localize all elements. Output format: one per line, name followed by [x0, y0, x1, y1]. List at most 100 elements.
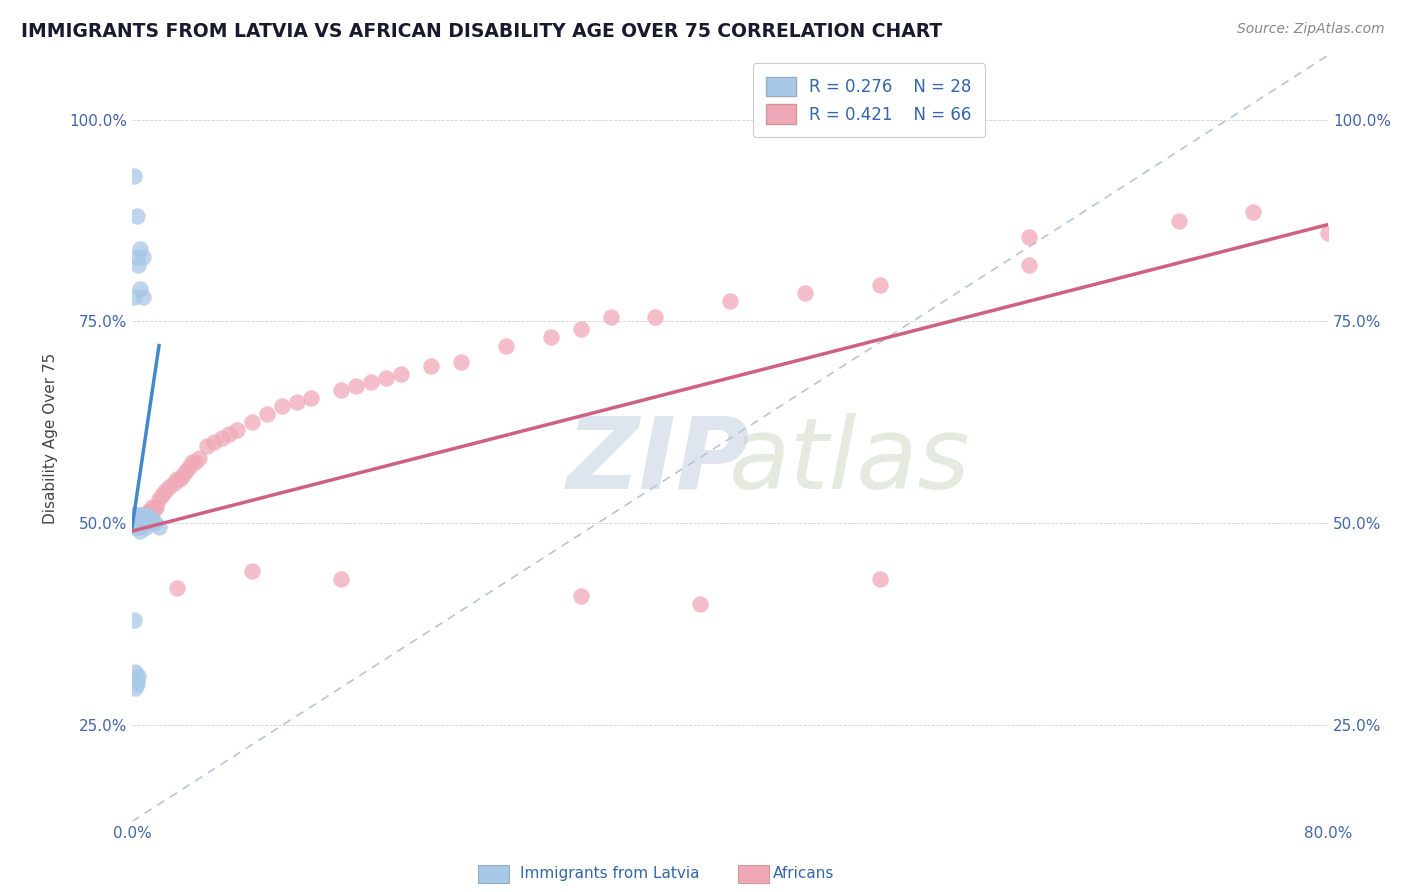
Point — [225, 423, 247, 437]
Point — [131, 512, 153, 526]
Point — [172, 467, 194, 482]
Point — [129, 512, 152, 526]
Point — [180, 455, 202, 469]
Point — [1018, 258, 1040, 272]
Point — [540, 330, 562, 344]
Point — [139, 504, 162, 518]
Text: Source: ZipAtlas.com: Source: ZipAtlas.com — [1237, 22, 1385, 37]
Point — [128, 512, 150, 526]
Point — [240, 415, 263, 429]
Point — [128, 282, 150, 296]
Point — [125, 520, 148, 534]
Point — [122, 290, 145, 304]
Text: atlas: atlas — [728, 413, 970, 510]
Point — [718, 294, 741, 309]
Point — [869, 278, 891, 293]
Point — [389, 367, 412, 381]
Point — [129, 512, 152, 526]
Point — [132, 512, 155, 526]
Point — [177, 459, 200, 474]
Point — [188, 451, 211, 466]
Point — [135, 512, 157, 526]
Point — [202, 435, 225, 450]
Point — [138, 504, 160, 518]
Point — [122, 169, 145, 183]
Point — [793, 286, 815, 301]
Point — [211, 431, 233, 445]
Point — [125, 508, 148, 522]
Point — [127, 516, 149, 530]
Point — [143, 500, 166, 514]
Point — [124, 665, 146, 680]
Point — [148, 520, 170, 534]
Point — [135, 520, 157, 534]
Point — [131, 250, 153, 264]
Point — [127, 516, 149, 530]
Point — [141, 500, 163, 514]
Point — [127, 512, 149, 526]
Point — [131, 512, 153, 526]
Point — [125, 516, 148, 530]
Point — [375, 371, 398, 385]
Point — [122, 520, 145, 534]
Point — [240, 565, 263, 579]
Point — [124, 512, 146, 526]
Point — [184, 455, 207, 469]
Point — [569, 589, 592, 603]
Point — [169, 472, 191, 486]
Point — [330, 383, 353, 397]
Point — [131, 290, 153, 304]
Point — [148, 491, 170, 506]
Point — [125, 677, 148, 691]
Point — [139, 512, 162, 526]
Point — [599, 310, 621, 325]
Point — [344, 379, 367, 393]
Point — [644, 310, 666, 325]
Text: Immigrants from Latvia: Immigrants from Latvia — [520, 866, 700, 881]
Point — [136, 508, 159, 522]
Point — [330, 573, 353, 587]
Point — [166, 581, 188, 595]
Y-axis label: Disability Age Over 75: Disability Age Over 75 — [44, 352, 58, 524]
Point — [138, 516, 160, 530]
Point — [495, 338, 517, 352]
Point — [127, 516, 149, 530]
Point — [1018, 229, 1040, 244]
Point — [125, 673, 148, 688]
Point — [360, 375, 382, 389]
Point — [136, 512, 159, 526]
Point — [270, 399, 292, 413]
Point — [127, 258, 149, 272]
Point — [1317, 226, 1340, 240]
Point — [195, 439, 218, 453]
Point — [128, 524, 150, 538]
Point — [129, 508, 152, 522]
Point — [131, 516, 153, 530]
Point — [128, 242, 150, 256]
Point — [124, 681, 146, 696]
Point — [256, 407, 278, 421]
Point — [218, 427, 240, 442]
Point — [166, 472, 188, 486]
Point — [125, 508, 148, 522]
Point — [135, 512, 157, 526]
Point — [174, 464, 197, 478]
Point — [128, 512, 150, 526]
Point — [420, 359, 443, 373]
Text: Africans: Africans — [773, 866, 835, 881]
Point — [569, 322, 592, 336]
Point — [122, 508, 145, 522]
Point — [125, 250, 148, 264]
Point — [124, 516, 146, 530]
Point — [153, 483, 176, 498]
Point — [127, 520, 149, 534]
Point — [159, 480, 181, 494]
Legend: R = 0.276    N = 28, R = 0.421    N = 66: R = 0.276 N = 28, R = 0.421 N = 66 — [752, 63, 986, 137]
Point — [145, 500, 167, 514]
Point — [125, 512, 148, 526]
Point — [450, 354, 472, 368]
Point — [128, 512, 150, 526]
Point — [1167, 213, 1189, 227]
Point — [128, 516, 150, 530]
Point — [136, 508, 159, 522]
